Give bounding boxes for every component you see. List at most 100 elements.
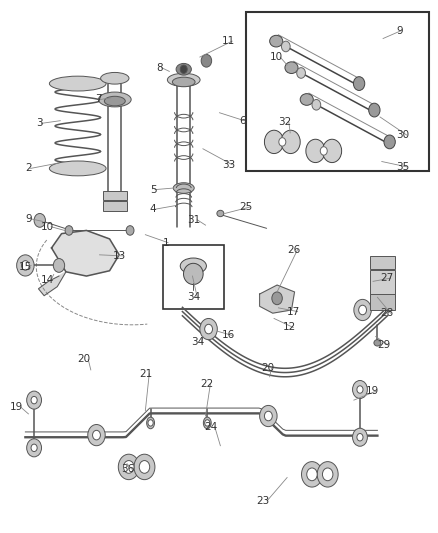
Ellipse shape (146, 417, 154, 429)
Text: 30: 30 (395, 130, 408, 140)
Circle shape (134, 454, 155, 480)
Circle shape (53, 259, 64, 272)
Ellipse shape (176, 63, 191, 75)
Ellipse shape (373, 340, 380, 346)
Text: 17: 17 (286, 306, 300, 317)
Text: 36: 36 (121, 464, 134, 474)
Circle shape (148, 419, 153, 426)
Text: 25: 25 (239, 202, 252, 212)
Circle shape (281, 41, 290, 52)
Circle shape (126, 225, 134, 235)
Text: 19: 19 (10, 402, 23, 412)
Text: 32: 32 (278, 117, 291, 127)
Bar (369, 294, 394, 310)
Circle shape (352, 381, 367, 399)
Text: 31: 31 (186, 215, 200, 225)
Text: 23: 23 (256, 496, 269, 506)
Ellipse shape (104, 96, 125, 106)
Bar (245, 12, 428, 171)
Text: 20: 20 (260, 364, 273, 373)
Text: 13: 13 (113, 251, 126, 261)
Text: 22: 22 (199, 379, 212, 389)
Text: 8: 8 (156, 63, 162, 72)
Text: 1: 1 (162, 238, 169, 248)
Polygon shape (39, 272, 66, 296)
Text: 12: 12 (282, 322, 295, 333)
Text: 9: 9 (395, 26, 402, 36)
Text: 14: 14 (41, 274, 54, 285)
Bar (369, 270, 394, 297)
Ellipse shape (173, 183, 194, 193)
Circle shape (264, 411, 272, 421)
Circle shape (204, 419, 209, 426)
Circle shape (139, 461, 149, 473)
Ellipse shape (269, 35, 282, 47)
Ellipse shape (180, 258, 206, 274)
Circle shape (27, 391, 42, 409)
Circle shape (271, 292, 282, 305)
Circle shape (356, 386, 362, 393)
Circle shape (353, 300, 371, 320)
Polygon shape (51, 230, 119, 276)
Circle shape (296, 68, 305, 78)
Circle shape (264, 130, 283, 154)
Bar (162, 245, 223, 309)
Circle shape (31, 397, 37, 404)
Circle shape (322, 139, 341, 163)
Ellipse shape (183, 263, 203, 285)
Circle shape (280, 130, 300, 154)
Text: 16: 16 (221, 330, 234, 341)
Circle shape (383, 135, 394, 149)
Circle shape (65, 225, 73, 235)
Text: 34: 34 (191, 337, 204, 347)
Text: 3: 3 (36, 118, 43, 128)
Ellipse shape (203, 417, 211, 429)
Ellipse shape (172, 77, 194, 87)
Text: 9: 9 (25, 214, 32, 224)
Circle shape (353, 77, 364, 91)
Text: 11: 11 (221, 36, 234, 46)
Circle shape (305, 139, 324, 163)
Circle shape (17, 255, 34, 276)
Circle shape (368, 103, 379, 117)
Circle shape (201, 54, 211, 67)
Text: 7: 7 (95, 94, 102, 104)
Text: 15: 15 (19, 262, 32, 271)
Circle shape (92, 430, 100, 440)
Circle shape (21, 261, 29, 270)
Circle shape (180, 65, 187, 74)
Text: 10: 10 (41, 222, 53, 232)
Polygon shape (259, 285, 294, 313)
Circle shape (311, 100, 320, 110)
Circle shape (118, 454, 139, 480)
Text: 24: 24 (204, 422, 217, 432)
Text: 35: 35 (395, 162, 409, 172)
Circle shape (356, 433, 362, 441)
Circle shape (278, 138, 285, 146)
Text: 28: 28 (379, 308, 392, 318)
Ellipse shape (300, 94, 313, 106)
Ellipse shape (49, 161, 106, 176)
Ellipse shape (100, 72, 129, 84)
Text: 33: 33 (221, 160, 234, 169)
Circle shape (352, 428, 367, 446)
Text: 29: 29 (377, 340, 390, 350)
Circle shape (259, 406, 276, 426)
Circle shape (31, 444, 37, 451)
Text: 6: 6 (239, 116, 245, 126)
Text: 19: 19 (365, 386, 378, 396)
Circle shape (204, 324, 212, 334)
Bar (102, 191, 126, 200)
Text: 4: 4 (149, 204, 156, 214)
Text: 20: 20 (78, 354, 91, 364)
Text: 34: 34 (186, 292, 200, 302)
Circle shape (34, 214, 46, 227)
Text: 10: 10 (269, 52, 282, 62)
Ellipse shape (98, 92, 131, 107)
Circle shape (27, 439, 42, 457)
Text: 26: 26 (286, 245, 300, 255)
Circle shape (301, 462, 322, 487)
Text: 27: 27 (379, 273, 392, 283)
Circle shape (88, 424, 105, 446)
Text: 2: 2 (25, 164, 32, 173)
